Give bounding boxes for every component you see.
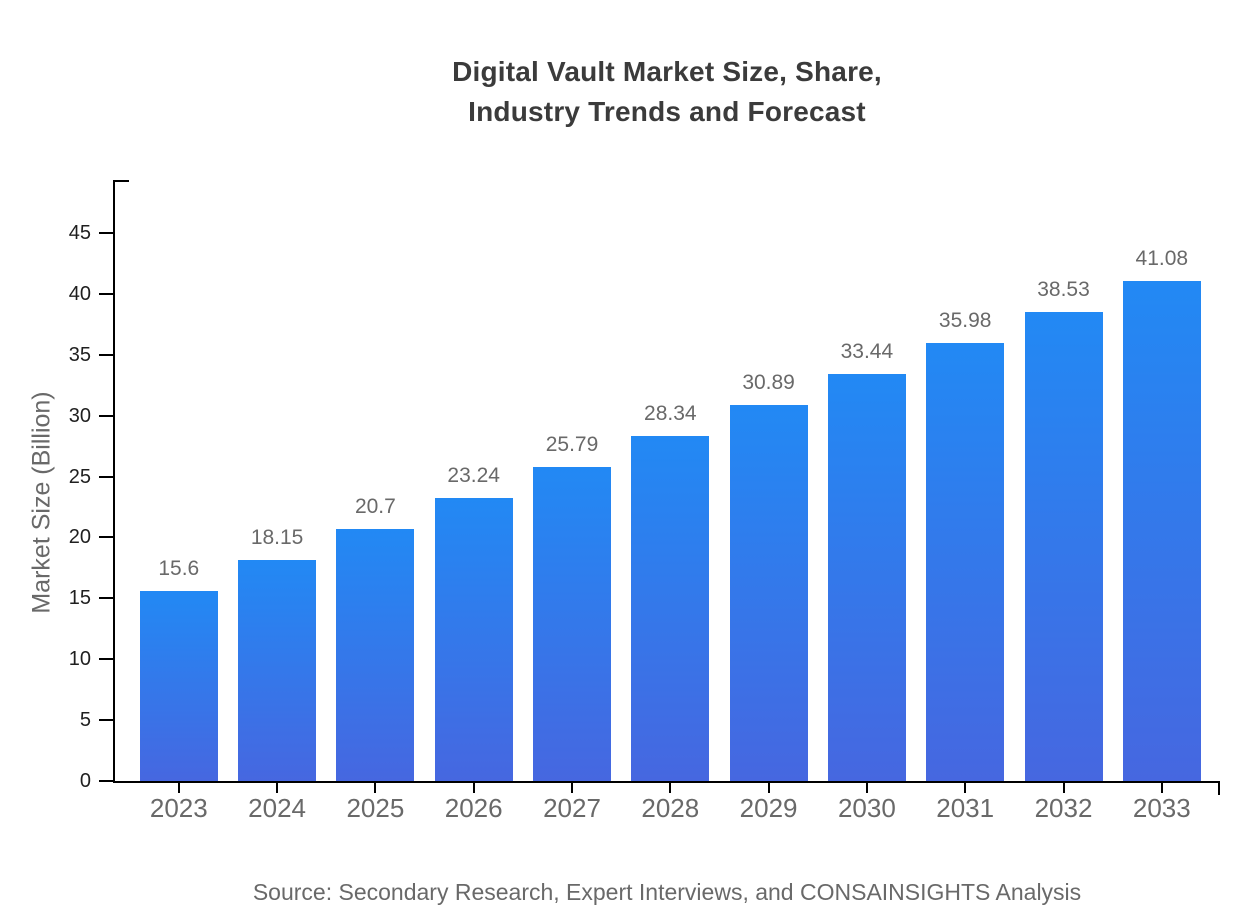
y-tick-mark [99,658,113,661]
y-tick-label: 0 [79,770,91,792]
bar-2024 [238,559,317,781]
y-tick-mark [99,232,113,234]
x-tick-label: 2033 [1132,793,1191,823]
x-tick-label: 2023 [149,793,208,823]
y-tick-label: 40 [68,282,91,305]
bar-value-label: 23.24 [447,463,500,487]
y-axis-top-cap [113,180,129,182]
y-tick-label: 20 [68,526,91,549]
bar-value-label: 18.15 [250,525,304,549]
x-tick-label: 2027 [543,793,601,823]
x-tick-label: 2031 [936,793,995,823]
bar-value-label: 38.53 [1037,277,1090,301]
bar-value-label: 25.79 [545,432,599,456]
x-tick-label: 2030 [837,793,896,823]
bar-value-label: 15.6 [158,557,200,581]
y-tick-mark [99,414,113,417]
bar-value-label: 28.34 [644,401,697,425]
x-tick-mark [669,783,672,793]
x-tick-label: 2024 [248,793,307,823]
bar-value-label: 35.98 [938,308,992,332]
x-axis-end-cap [1218,781,1220,795]
chart-title: Digital Vault Market Size, Share, Indust… [74,52,1260,132]
bar-2031 [926,342,1005,781]
y-tick-label: 5 [79,709,91,732]
bar-2033 [1122,280,1201,781]
y-tick-label: 45 [68,222,91,244]
y-tick-label: 25 [68,465,91,488]
source-note: Source: Secondary Research, Expert Inter… [252,879,1082,905]
y-tick-mark [99,475,113,478]
x-tick-mark [177,783,180,793]
x-tick-label: 2032 [1034,793,1093,823]
x-tick-mark [964,783,967,793]
y-tick-mark [99,780,113,782]
x-tick-mark [767,783,770,793]
bar-value-label: 33.44 [840,339,894,363]
y-tick-label: 15 [68,587,91,610]
x-tick-label: 2029 [739,793,798,823]
bar-2023 [139,591,218,781]
bar-value-label: 41.08 [1135,246,1189,270]
chart-title-line-2: Industry Trends and Forecast [468,96,866,127]
bar-2028 [631,435,710,781]
x-tick-label: 2028 [641,793,700,823]
x-tick-mark [865,783,868,793]
x-tick-label: 2025 [346,793,405,823]
x-tick-mark [571,783,573,793]
x-tick-mark [1062,783,1065,793]
x-tick-mark [1160,783,1163,793]
y-tick-mark [99,719,113,722]
bar-2025 [336,528,415,781]
y-tick-label: 30 [68,404,91,427]
y-tick-mark [99,536,113,539]
bar-2032 [1024,311,1103,781]
y-tick-label: 10 [68,648,91,671]
y-tick-mark [99,353,113,356]
x-axis-line [113,781,1220,783]
x-tick-mark [276,783,279,793]
bar-2027 [533,466,611,781]
x-tick-label: 2026 [444,793,503,823]
y-tick-mark [99,292,113,295]
bar-2030 [827,373,906,781]
y-tick-label: 35 [68,343,91,366]
bar-2026 [434,497,513,781]
y-axis-line [113,180,115,783]
bar-2029 [729,404,808,781]
x-tick-mark [472,783,475,793]
chart-title-line-1: Digital Vault Market Size, Share, [452,56,882,87]
bar-value-label: 30.89 [742,370,795,394]
x-tick-mark [374,783,377,793]
bar-value-label: 20.7 [354,494,396,518]
y-tick-mark [99,597,113,600]
